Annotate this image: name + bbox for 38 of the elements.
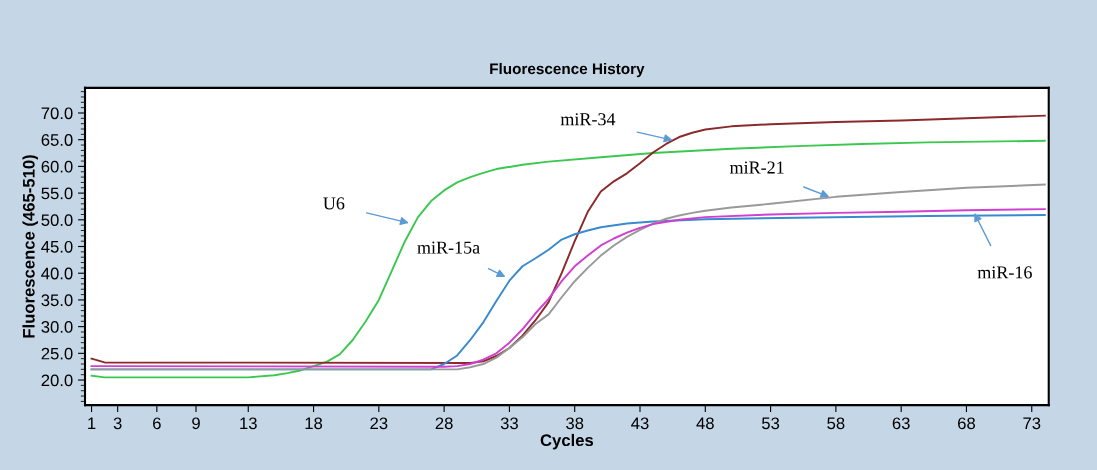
x-tick-label: 38 (566, 417, 584, 430)
y-tick-label: 65.0 (41, 134, 73, 146)
y-tick-label: 60.0 (41, 160, 73, 173)
y-tick-label: 45.0 (41, 240, 73, 253)
line-series (90, 114, 1046, 364)
annotation: U6 (323, 197, 345, 210)
x-tick-label: 18 (305, 417, 323, 430)
x-tick-label: 73 (1023, 417, 1041, 430)
y-tick-label: 40.0 (41, 267, 73, 280)
x-tick-label: 33 (500, 417, 518, 430)
x-tick-label: 48 (696, 417, 714, 430)
line-series (90, 139, 1046, 379)
annotation: miR-16 (977, 266, 1032, 279)
x-tick-label: 9 (192, 417, 200, 430)
y-axis-title: Fluorescence (465-510) (22, 155, 38, 338)
y-tick-label: 20.0 (41, 374, 73, 387)
x-tick-label: 1 (88, 417, 96, 430)
y-tick-label: 50.0 (41, 214, 73, 227)
y-tick-label: 30.0 (41, 321, 73, 333)
x-tick-label: 53 (761, 417, 780, 430)
x-tick-label: 3 (113, 417, 122, 430)
x-tick-label: 6 (153, 417, 161, 430)
x-axis-title: Cycles (540, 433, 594, 450)
x-tick-label: 13 (240, 417, 257, 430)
x-tick-label: 68 (958, 417, 976, 430)
y-tick-label: 25.0 (41, 347, 73, 360)
annotation: miR-34 (560, 113, 616, 126)
x-tick-label: 58 (827, 417, 845, 430)
annotation: miR-15a (417, 241, 480, 254)
y-tick-label: 35.0 (41, 294, 73, 307)
x-tick-label: 63 (892, 417, 910, 430)
annotation: miR-21 (729, 161, 784, 174)
x-tick-label: 23 (370, 417, 388, 430)
x-tick-label: 28 (435, 417, 453, 430)
chart-title: Fluorescence History (490, 62, 645, 78)
x-tick-label: 43 (631, 417, 649, 430)
y-tick-label: 55.0 (41, 187, 73, 200)
y-tick-label: 70.0 (41, 107, 73, 120)
